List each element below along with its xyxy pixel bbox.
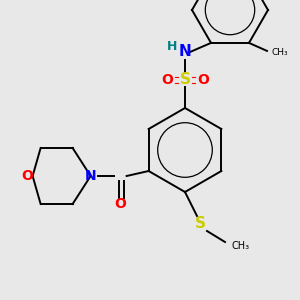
- Text: O: O: [197, 73, 209, 87]
- Text: N: N: [178, 44, 191, 59]
- Text: H: H: [167, 40, 177, 53]
- Text: N: N: [85, 169, 96, 183]
- Text: CH₃: CH₃: [271, 48, 288, 57]
- Text: S: S: [194, 217, 206, 232]
- Text: O: O: [115, 197, 127, 211]
- Text: CH₃: CH₃: [232, 241, 250, 251]
- Text: O: O: [22, 169, 34, 183]
- Text: S: S: [179, 73, 191, 88]
- Text: O: O: [161, 73, 173, 87]
